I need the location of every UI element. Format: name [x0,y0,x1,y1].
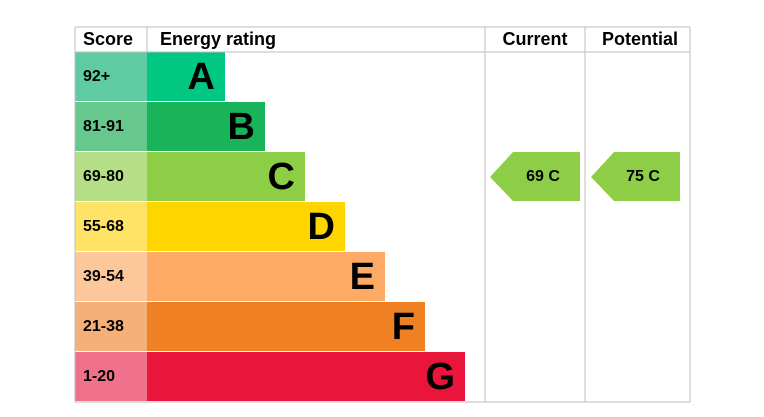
score-cell [75,202,147,251]
score-label: 92+ [83,68,110,85]
rating-letter: C [268,156,295,198]
rating-letter: B [228,106,255,148]
rating-letter: D [308,206,335,248]
score-label: 21-38 [83,318,124,335]
header-current: Current [502,29,567,49]
rating-bar [147,152,305,201]
score-cell [75,52,147,101]
rating-letter: A [188,56,215,98]
score-cell [75,352,147,401]
score-cell [75,102,147,151]
rating-bar [147,252,385,301]
potential-arrow [591,152,680,201]
score-label: 81-91 [83,118,124,135]
score-cell [75,302,147,351]
score-label: 55-68 [83,218,124,235]
rating-bar [147,352,465,401]
rating-bar [147,102,265,151]
rating-letter: E [350,256,375,298]
rating-letter: F [392,306,415,348]
header-potential: Potential [602,29,678,49]
header-score: Score [83,29,133,49]
potential-rating: 75 C [626,168,660,185]
rating-bar [147,52,225,101]
score-label: 69-80 [83,168,124,185]
rating-letter: G [425,356,455,398]
current-arrow [490,152,580,201]
bands: 92+ A 81-91 B 69-80 C 55-68 D 39-54 E 21-38 F 1-20 G [75,52,465,401]
rating-bar [147,202,345,251]
score-cell [75,252,147,301]
current-rating: 69 C [526,168,560,185]
header-rating: Energy rating [160,29,276,49]
rating-bar [147,302,425,351]
score-label: 39-54 [83,268,124,285]
score-cell [75,152,147,201]
score-label: 1-20 [83,368,115,385]
